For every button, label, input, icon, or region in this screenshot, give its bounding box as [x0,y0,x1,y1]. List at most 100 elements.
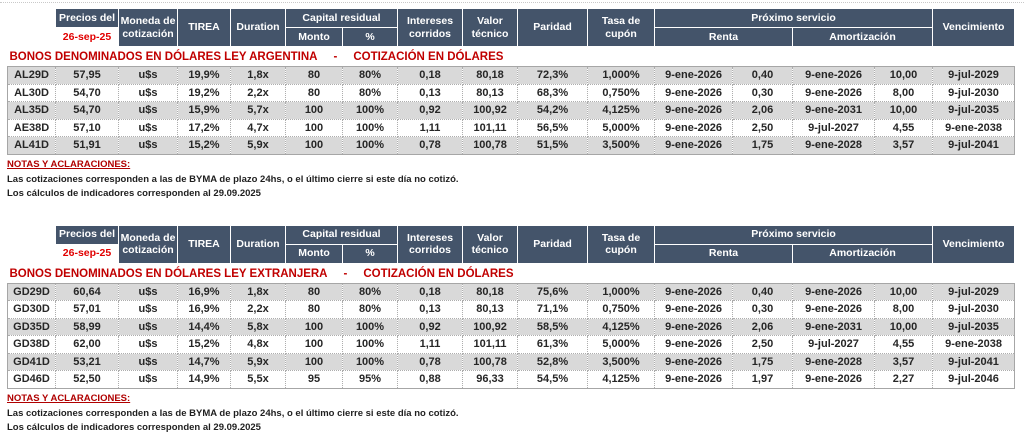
bond-value-cell: u$s [118,83,178,102]
bond-value-cell: 80 [285,66,343,85]
bond-value-cell: 54,70 [55,101,119,120]
col-header-vencimiento: Vencimiento [932,224,1016,264]
notes-heading: NOTAS Y ACLARACIONES: [7,392,131,404]
bond-value-cell: 68,3% [517,83,589,102]
bond-value-cell: 4,125% [587,101,656,120]
bond-ticker-cell: AL35D [7,101,56,120]
bond-value-cell: 0,18 [397,282,464,301]
bond-ticker-cell: GD30D [7,300,56,319]
bond-value-cell: 100,78 [462,136,519,155]
bond-value-cell: 80 [285,300,343,319]
bond-value-cell: 80,18 [462,66,519,85]
bond-value-cell: 0,30 [732,300,794,319]
col-header-paridad: Paridad [517,8,589,47]
bond-value-cell: 54,70 [55,83,119,102]
bond-value-cell: 1,000% [587,66,656,85]
bond-value-cell: 100 [285,118,343,137]
col-header-moneda: Moneda de cotización [118,224,178,264]
col-header-valor-tecnico: Valor técnico [462,224,519,264]
bond-row: GD38D 62,00 u$s 15,2% 4,8x 100 100% 1,11 101,11 6… [7,335,1016,354]
col-header-renta: Renta [654,27,794,47]
header-spacer [8,225,56,263]
bond-value-cell: 5,8x [230,317,286,336]
bond-value-cell: 15,2% [177,335,231,354]
bond-value-cell: 1,75 [732,352,794,371]
section-title-dash: - [343,267,348,280]
bond-value-cell: 9-jul-2035 [932,101,1016,120]
col-header-capital-residual: Capital residual [284,224,399,245]
bond-value-cell: 61,3% [517,335,589,354]
bond-ticker-cell: AE38D [7,118,56,137]
bond-value-cell: 9-ene-2026 [654,83,734,102]
bond-value-cell: 57,95 [55,66,119,85]
bond-value-cell: 8,00 [874,83,934,102]
bond-value-cell: 9-ene-2026 [792,66,876,85]
bond-value-cell: 96,33 [462,370,519,389]
bond-value-cell: 5,7x [230,101,286,120]
section-title-dash: - [333,51,338,63]
bond-row: GD35D 58,99 u$s 14,4% 5,8x 100 100% 0,92 100,92 5… [7,317,1016,336]
bond-value-cell: 10,00 [874,101,934,120]
bond-value-cell: 100 [285,101,343,120]
bond-value-cell: 100 [285,352,343,371]
bond-value-cell: 3,500% [587,352,656,371]
bond-value-cell: 19,9% [177,66,231,85]
bond-value-cell: 2,06 [732,317,794,336]
bond-value-cell: 56,5% [517,118,589,137]
bond-value-cell: 100,92 [462,317,519,336]
bond-value-cell: 51,91 [55,136,119,155]
bond-value-cell: 5,000% [587,118,656,137]
bond-value-cell: 2,27 [874,370,934,389]
bond-ticker-cell: GD35D [7,317,56,336]
bond-row: AE38D 57,10 u$s 17,2% 4,7x 100 100% 1,11 101,11 5… [7,118,1016,137]
bond-value-cell: 4,8x [230,335,286,354]
col-header-amortizacion: Amortización [792,243,934,264]
bond-value-cell: 100% [341,317,399,336]
bond-value-cell: 4,55 [874,118,934,137]
bond-value-cell: 1,97 [732,370,794,389]
col-header-moneda: Moneda de cotización [118,8,178,47]
bond-ticker-cell: GD41D [7,352,56,371]
bond-value-cell: 60,64 [55,282,119,301]
bond-value-cell: u$s [118,101,178,120]
bond-row: GD29D 60,64 u$s 16,9% 1,8x 80 80% 0,18 80,18 75,6… [7,282,1016,301]
col-header-tirea: TIREA [177,8,231,47]
bond-value-cell: 9-ene-2038 [932,335,1016,354]
bond-value-cell: 100% [341,118,399,137]
bond-value-cell: 9-jul-2035 [932,317,1016,336]
bond-value-cell: 17,2% [177,118,231,137]
bond-value-cell: 100% [341,352,399,371]
col-header-pct: % [341,243,399,264]
header-spacer [8,9,56,47]
bond-value-cell: 9-jul-2046 [932,370,1016,389]
bond-value-cell: 9-ene-2031 [792,101,876,120]
notes-block: NOTAS Y ACLARACIONES: Las cotizaciones c… [7,393,1024,433]
bond-value-cell: 0,13 [397,300,464,319]
bond-value-cell: 80,18 [462,282,519,301]
bond-value-cell: 0,78 [397,136,464,155]
bond-value-cell: 9-ene-2026 [654,282,734,301]
bond-row: AL41D 51,91 u$s 15,2% 5,9x 100 100% 0,78 100,78 5… [7,136,1016,155]
bond-value-cell: 80% [341,300,399,319]
section-title-sub: COTIZACIÓN EN DÓLARES [353,51,504,63]
bond-value-cell: 62,00 [55,335,119,354]
bond-value-cell: 100% [341,335,399,354]
bond-value-cell: 101,11 [462,118,519,137]
bond-value-cell: 9-ene-2026 [654,300,734,319]
col-header-intereses: Intereses corridos [397,8,464,47]
col-header-intereses: Intereses corridos [397,224,464,264]
notes-line-1: Las cotizaciones corresponden a las de B… [7,173,459,185]
bond-value-cell: 9-ene-2028 [792,136,876,155]
bond-value-cell: 2,06 [732,101,794,120]
bond-value-cell: 9-jul-2041 [932,136,1016,155]
price-date-cell: 26-sep-25 [55,27,119,47]
bond-value-cell: 14,9% [177,370,231,389]
bond-rows-ley-extranjera: GD29D 60,64 u$s 16,9% 1,8x 80 80% 0,18 80,18 75,6… [7,282,1016,389]
bond-value-cell: 0,92 [397,101,464,120]
bond-value-cell: u$s [118,335,178,354]
notes-heading: NOTAS Y ACLARACIONES: [7,158,131,170]
bonds-table-ley-extranjera: Precios del Moneda de cotización TIREA D… [7,224,1016,389]
bond-value-cell: 14,7% [177,352,231,371]
col-header-amortizacion: Amortización [792,27,934,47]
bond-value-cell: 54,5% [517,370,589,389]
